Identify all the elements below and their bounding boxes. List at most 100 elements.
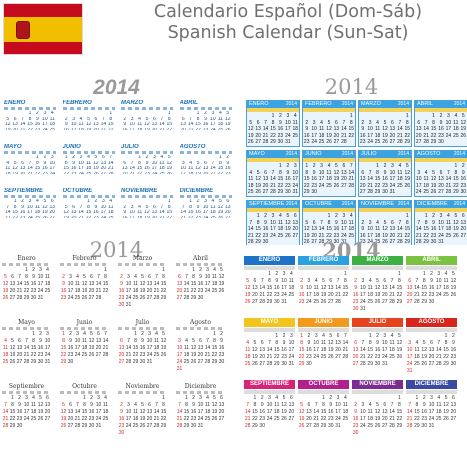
- day-cell: 1: [83, 395, 86, 401]
- day-cell: 6: [307, 402, 311, 408]
- day-cell: 28: [445, 189, 452, 195]
- calendar-style-blue-boxes: 2014 ENERO 2014 1 2 3 4 5 6 7 8 9 10 11 12 13 14 15 16 17 1…: [236, 70, 467, 245]
- day-cell: 2: [39, 331, 42, 337]
- day-cell: 16: [359, 132, 366, 139]
- month-block: AGOSTO1234567891011121314151617181920212…: [179, 144, 232, 174]
- day-cells: 1234567891011121314151617181920212223242…: [63, 111, 115, 130]
- day-cell: 6: [342, 163, 346, 169]
- day-cell: 18: [44, 281, 51, 287]
- month-name: MAYO: [260, 319, 279, 325]
- day-cell: 15: [81, 409, 88, 415]
- weekday-row: [359, 108, 411, 112]
- day-cell: 13: [460, 219, 467, 226]
- day-cell: 29: [421, 299, 427, 305]
- day-cell: 24: [445, 132, 452, 139]
- weekday-row: [176, 391, 225, 394]
- day-cell: 26: [224, 128, 231, 131]
- day-cell: 13: [306, 409, 312, 415]
- day-cell: 19: [328, 347, 334, 353]
- day-cell: 7: [390, 278, 394, 284]
- day-cell: 6: [21, 160, 24, 166]
- day-cell: 10: [42, 116, 48, 122]
- day-cell: 9: [36, 116, 39, 122]
- day-cell: 23: [352, 423, 359, 429]
- day-cell: 23: [60, 295, 67, 301]
- day-cell: 1: [415, 395, 419, 401]
- weekday-row: [4, 107, 56, 110]
- day-cell: 23: [450, 354, 457, 360]
- title-line-spanish: Calendario Español (Dom-Sáb): [153, 2, 423, 22]
- day-cell: 3: [314, 333, 318, 339]
- day-cell: 30: [311, 189, 317, 195]
- day-cell: 12: [328, 340, 334, 346]
- day-cell: 16: [359, 232, 366, 239]
- day-cell: 24: [389, 182, 396, 189]
- blank-day: [388, 271, 395, 278]
- day-cell: 5: [461, 113, 465, 119]
- day-cell: 29: [303, 189, 310, 195]
- day-cell: 14: [318, 226, 325, 232]
- day-cell: 16: [218, 345, 225, 351]
- month-year: 2014: [453, 201, 465, 207]
- day-cell: 2: [275, 271, 279, 277]
- day-cell: 10: [360, 409, 366, 415]
- day-cell: 14: [102, 338, 109, 344]
- day-cell: 1: [349, 113, 353, 119]
- day-cell: 28: [389, 423, 395, 429]
- weekday-row: [179, 195, 232, 198]
- day-cell: 19: [285, 226, 291, 232]
- day-cell: 21: [397, 132, 403, 139]
- weekday-row: [359, 208, 411, 212]
- day-cell: 22: [423, 232, 429, 239]
- day-cell: 24: [367, 239, 373, 245]
- day-cell: 15: [160, 409, 167, 415]
- weekday-row: [4, 151, 56, 154]
- day-cell: 11: [85, 160, 92, 166]
- month-name: ENERO: [258, 257, 281, 263]
- day-cell: 9: [199, 274, 202, 280]
- day-cells: 1234567891011121314151617181920212223242…: [121, 111, 173, 130]
- day-cell: 1: [424, 213, 428, 219]
- day-cell: 23: [218, 352, 225, 358]
- day-cell: 2: [21, 199, 24, 204]
- day-cell: 10: [367, 226, 373, 232]
- blank-day: [421, 333, 428, 340]
- day-cell: 28: [335, 299, 341, 305]
- day-cell: 26: [160, 352, 167, 358]
- day-cells: 1234567891011121314151617181920212223242…: [121, 155, 173, 174]
- month-block: MAYO123456789101112131415161718192021222…: [4, 144, 56, 174]
- day-cell: 11: [248, 176, 254, 182]
- day-cell: 29: [81, 423, 88, 429]
- day-cell: 9: [145, 160, 149, 166]
- day-cell: 18: [348, 226, 355, 232]
- day-cell: 13: [382, 285, 388, 291]
- day-cell: 9: [461, 169, 465, 176]
- day-cell: 11: [81, 338, 88, 344]
- day-cell: 10: [285, 119, 291, 126]
- blank-day: [359, 395, 366, 402]
- day-cell: 11: [5, 166, 11, 171]
- day-cell: 6: [335, 119, 338, 126]
- day-cell: 16: [19, 210, 26, 215]
- day-cell: 28: [102, 352, 109, 358]
- day-cell: 22: [160, 416, 167, 422]
- day-cell: 1: [104, 267, 107, 273]
- day-cell: 19: [2, 288, 9, 294]
- month-year: 2014: [397, 151, 409, 157]
- day-cell: 20: [311, 232, 317, 239]
- day-cell: 23: [194, 216, 201, 219]
- day-cell: 17: [288, 347, 295, 353]
- day-cell: 24: [44, 352, 51, 358]
- year-label: 2014: [93, 76, 140, 99]
- day-cell: 29: [443, 361, 449, 367]
- day-cell: 29: [252, 423, 258, 429]
- day-cell: 29: [160, 423, 167, 429]
- month-block: Febrero 1 2 3 4 5 6 7 8 9 10 11 12 13 14 15 16 17 18 19 20 21…: [60, 255, 109, 309]
- weekday-row: [244, 328, 295, 332]
- month-name: AGOSTO: [418, 319, 445, 325]
- day-cell: 21: [74, 416, 81, 422]
- blank-day: [305, 271, 312, 278]
- day-cell: 9: [62, 281, 65, 287]
- day-cell: 16: [197, 281, 204, 287]
